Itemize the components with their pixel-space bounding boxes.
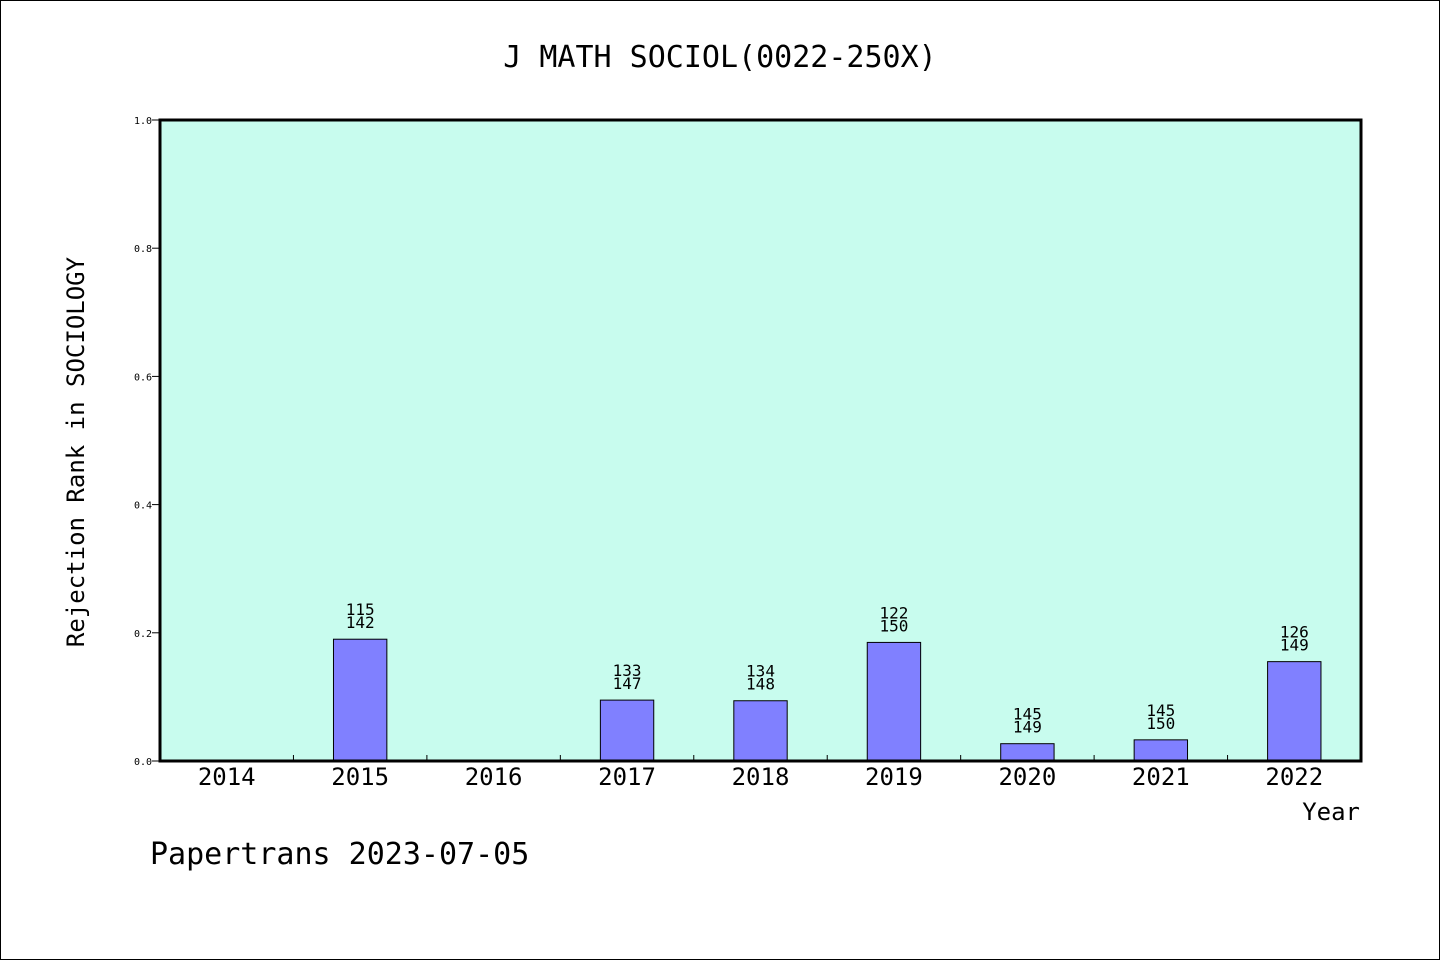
y-tick-label: 0.8 [134,244,152,255]
bar-label-bottom: 150 [1146,714,1175,733]
bar-2018 [733,700,788,762]
y-tick-label: 0.0 [134,757,152,768]
footer-credit: Papertrans 2023-07-05 [150,837,529,872]
x-axis-ticks: 2014 2015 2016 2017 2018 2019 2020 2021 2022 [198,755,1323,791]
x-tick-label: 2015 [331,763,389,791]
bar-label-top: 126 [1280,623,1309,642]
plot-border [158,118,1363,763]
bar-2020 [1000,743,1055,762]
bar-label-bottom: 147 [613,674,642,693]
bar-2021 [1133,739,1189,762]
bar-label-bottom: 148 [746,675,775,694]
y-tick-label: 0.2 [134,629,152,640]
y-axis-ticks: 0.0 0.2 0.4 0.6 0.8 1.0 [134,116,160,768]
y-axis-label: Rejection Rank in SOCIOLOGY [62,256,90,647]
x-tick-label: 2021 [1132,763,1190,791]
bar-2022 [1267,661,1322,762]
chart-title: J MATH SOCIOL(0022-250X) [503,40,936,75]
x-tick-label: 2018 [732,763,790,791]
x-tick-label: 2014 [198,763,256,791]
x-tick-label: 2019 [865,763,923,791]
y-tick-label: 0.6 [134,372,152,383]
bar-2017 [599,699,655,762]
bar-label-bottom: 149 [1280,636,1309,655]
bars-group [332,638,1322,762]
bar-label-top: 122 [879,603,908,622]
bar-label-top: 133 [613,661,642,680]
bar-labels-group: 1151421331471341481221501451491451501261… [346,600,1309,736]
bar-label-bottom: 142 [346,613,375,632]
bar-2015 [332,638,388,762]
bar-label-top: 115 [346,600,375,619]
bar-label-top: 134 [746,662,775,681]
bar-label-bottom: 150 [879,616,908,635]
x-axis-label: Year [1302,798,1360,826]
y-tick-label: 1.0 [134,116,152,127]
bar-label-top: 145 [1013,705,1042,724]
x-tick-label: 2022 [1265,763,1323,791]
bar-label-top: 145 [1146,701,1175,720]
x-tick-label: 2020 [998,763,1056,791]
bar-2019 [866,641,922,762]
x-tick-label: 2016 [465,763,523,791]
y-tick-label: 0.4 [134,501,152,512]
x-tick-label: 2017 [598,763,656,791]
bar-label-bottom: 149 [1013,718,1042,737]
